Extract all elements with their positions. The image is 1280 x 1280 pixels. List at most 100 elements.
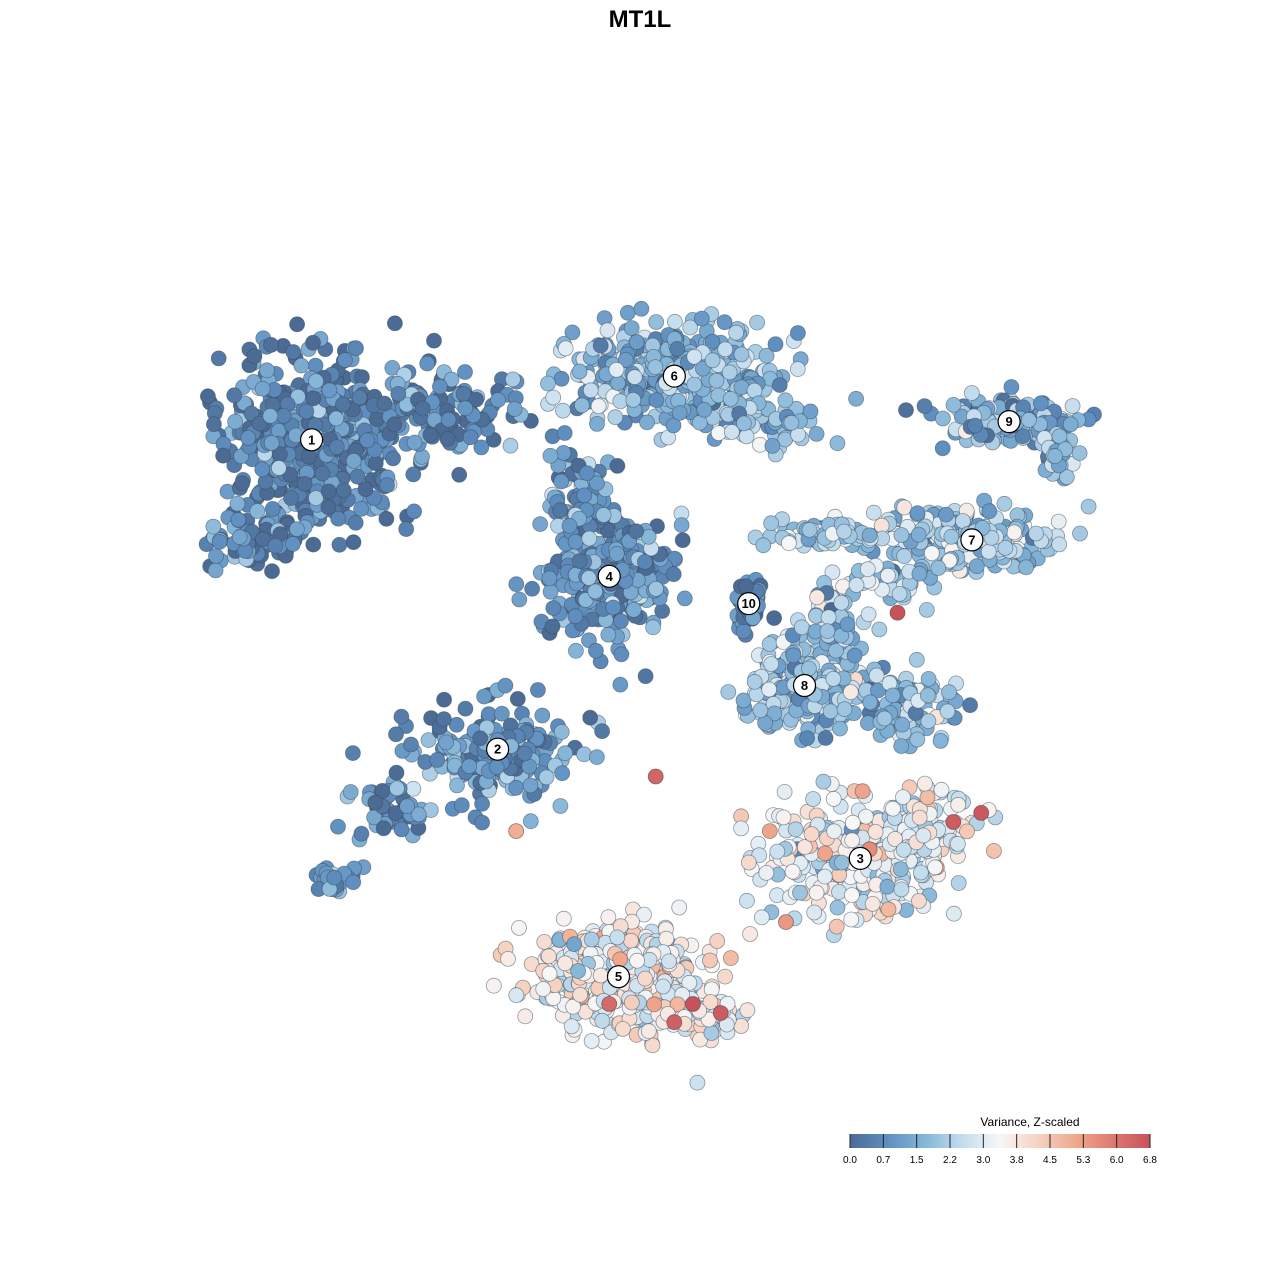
scatter-point [637, 668, 654, 685]
scatter-point [555, 910, 572, 927]
scatter-point [607, 409, 624, 426]
scatter-point [836, 523, 852, 540]
scatter-point [935, 410, 951, 427]
scatter-point [1018, 559, 1034, 576]
scatter-point [758, 865, 775, 881]
scatter-point [962, 697, 978, 714]
scatter-point [534, 707, 551, 724]
scatter-point [761, 636, 778, 652]
scatter-point [784, 863, 801, 880]
scatter-point [541, 570, 558, 587]
scatter-point [385, 450, 402, 467]
scatter-point [307, 490, 324, 507]
scatter-point [893, 881, 910, 898]
scatter-point [583, 1033, 600, 1049]
scatter-point [557, 340, 574, 357]
scatter-point [896, 548, 912, 565]
scatter-point [384, 359, 401, 376]
scatter-point [438, 734, 455, 751]
scatter-point [359, 432, 376, 449]
scatter-point [1064, 398, 1081, 414]
scatter-point [686, 348, 703, 365]
scatter-point [848, 390, 864, 407]
scatter-point [623, 320, 640, 336]
scatter-point [805, 791, 821, 807]
scatter-point [686, 376, 703, 393]
highlight-point [973, 805, 990, 821]
scatter-point [860, 606, 877, 623]
scatter-point [808, 425, 825, 442]
scatter-point [320, 483, 337, 500]
scatter-point [308, 373, 325, 390]
scatter-point [968, 558, 985, 575]
cluster-label-text: 8 [801, 678, 808, 693]
scatter-point [801, 660, 817, 677]
scatter-point [739, 892, 755, 909]
scatter-point [766, 610, 782, 626]
legend-ticks: 0.0 0.7 1.5 2.2 3.0 3.8 4.5 5.3 6.0 6.8 [843, 1134, 1157, 1166]
scatter-point [349, 468, 366, 485]
scatter-point [535, 981, 552, 997]
scatter-point [893, 527, 910, 543]
scatter-point [681, 974, 698, 991]
scatter-point [673, 517, 690, 533]
scatter-point [1080, 498, 1097, 515]
legend-tick-label: 4.5 [1043, 1155, 1057, 1166]
legend-tick-label: 6.0 [1110, 1155, 1124, 1166]
scatter-point [735, 623, 752, 639]
scatter-point [435, 711, 452, 727]
scatter-point [211, 533, 228, 550]
scatter-point [802, 403, 819, 420]
scatter-point [553, 473, 570, 490]
scatter-point [545, 600, 562, 616]
scatter-point [825, 671, 842, 687]
scatter-point [509, 691, 526, 707]
scatter-point [540, 948, 557, 965]
scatter-point [544, 618, 561, 635]
scatter-point [353, 825, 370, 842]
scatter-point [893, 738, 910, 754]
scatter-point [927, 859, 943, 876]
cluster-label-badge [597, 564, 621, 588]
scatter-point [305, 334, 321, 351]
scatter-point [815, 773, 832, 790]
scatter-point [1071, 445, 1088, 462]
scatter-point [817, 730, 834, 746]
scatter-point [462, 429, 479, 446]
scatter-point [980, 543, 997, 560]
scatter-point [579, 465, 595, 482]
scatter-point [387, 805, 404, 822]
scatter-point [305, 536, 322, 553]
scatter-point [871, 621, 888, 638]
scatter-point [913, 864, 929, 881]
cluster-label-3: 3 [848, 846, 872, 871]
scatter-point [576, 746, 592, 763]
scatter-point [443, 371, 460, 388]
cluster-label-badge [300, 428, 324, 452]
scatter-point [590, 398, 607, 415]
scatter-point [858, 808, 874, 825]
scatter-point [775, 809, 792, 826]
scatter-point [545, 389, 562, 406]
points-layer [198, 300, 1102, 1091]
cluster-label-2: 2 [486, 737, 510, 761]
scatter-point [836, 701, 853, 717]
scatter-point [721, 364, 738, 381]
scatter-point [502, 437, 519, 454]
scatter-point [665, 566, 682, 583]
chart-title: MT1L [609, 6, 672, 33]
scatter-point [909, 505, 926, 522]
scatter-point [429, 752, 446, 768]
scatter-point [628, 334, 645, 351]
scatter-point [263, 435, 280, 451]
scatter-point [563, 1018, 580, 1035]
scatter-point [572, 986, 589, 1003]
cluster-label-text: 3 [857, 851, 864, 866]
scatter-point [724, 424, 740, 440]
scatter-point [920, 713, 937, 729]
color-legend: Variance, Z-scaled 0.0 0.7 1.5 2.2 3.0 3.8 4.5… [843, 1115, 1157, 1166]
scatter-point [612, 676, 629, 693]
scatter-point [919, 687, 936, 704]
scatter-point [439, 431, 456, 448]
scatter-point [777, 392, 794, 409]
